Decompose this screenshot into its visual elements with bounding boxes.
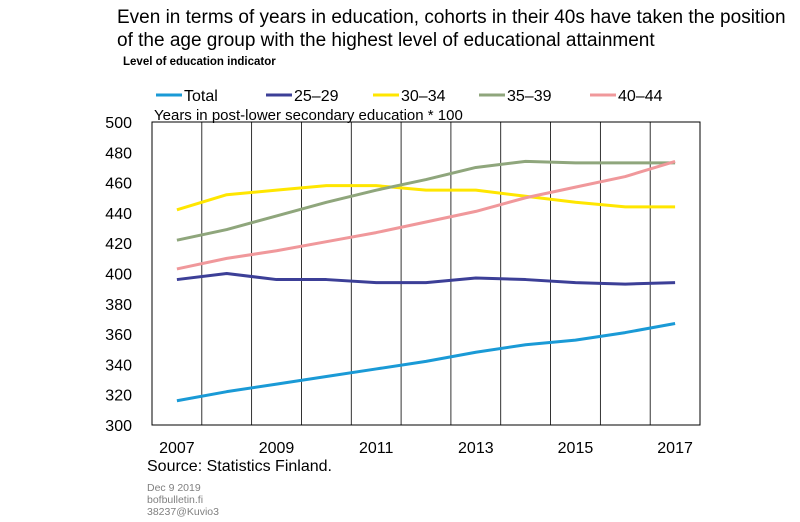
y-tick-label: 480 — [105, 145, 132, 162]
date-stamp: Dec 9 2019 — [147, 482, 201, 494]
y-axis-label: Years in post-lower secondary education … — [154, 107, 463, 124]
chart-title: Even in terms of years in education, coh… — [117, 7, 786, 51]
series-line — [176, 322, 676, 403]
legend-label: 30–34 — [401, 88, 446, 105]
legend-item: Total — [156, 88, 218, 105]
y-tick-label: 380 — [105, 297, 132, 314]
x-tick-label: 2009 — [259, 440, 295, 457]
y-tick-label: 400 — [105, 267, 132, 284]
figure-id: 38237@Kuvio3 — [147, 506, 219, 518]
site-name: bofbulletin.fi — [147, 494, 204, 506]
y-tick-label: 460 — [105, 176, 132, 193]
legend-label: Total — [184, 88, 218, 105]
x-tick-label: 2015 — [558, 440, 594, 457]
chart-subtitle: Level of education indicator — [123, 56, 276, 68]
plot-frame — [151, 121, 701, 426]
y-tick-label: 420 — [105, 236, 132, 253]
legend-label: 25–29 — [294, 88, 339, 105]
y-tick-label: 440 — [105, 206, 132, 223]
y-tick-label: 360 — [105, 327, 132, 344]
legend-item: 25–29 — [266, 88, 339, 105]
x-tick-label: 2013 — [458, 440, 494, 457]
series-line — [176, 272, 676, 286]
legend-label: 35–39 — [507, 88, 552, 105]
source-note: Source: Statistics Finland. — [147, 458, 332, 475]
legend-label: 40–44 — [618, 88, 663, 105]
series-line — [176, 184, 676, 212]
x-tick-label: 2017 — [657, 440, 693, 457]
y-tick-label: 500 — [105, 115, 132, 132]
y-tick-label: 320 — [105, 388, 132, 405]
legend-item: 40–44 — [590, 88, 663, 105]
series-line — [176, 159, 676, 271]
x-tick-label: 2011 — [359, 440, 394, 457]
y-tick-label: 300 — [105, 418, 132, 435]
y-tick-label: 340 — [105, 357, 132, 374]
legend-item: 35–39 — [479, 88, 552, 105]
series-line — [176, 159, 676, 242]
legend-item: 30–34 — [373, 88, 446, 105]
x-tick-label: 2007 — [159, 440, 195, 457]
